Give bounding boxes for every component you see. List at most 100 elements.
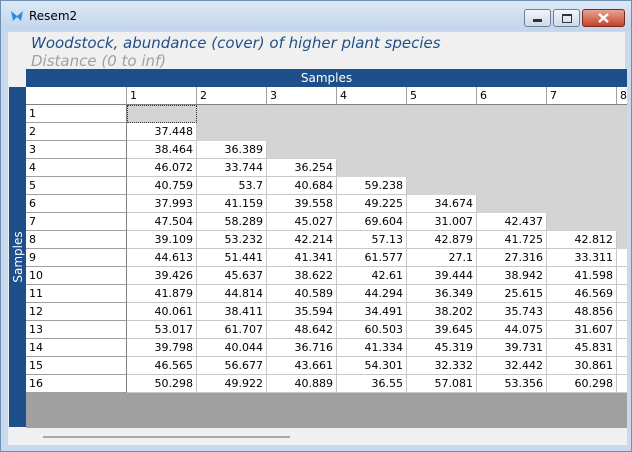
cell: 31.607 — [547, 321, 617, 339]
row-header: 2 — [26, 123, 127, 141]
cell: 36.55 — [337, 375, 407, 393]
row-header: 7 — [26, 213, 127, 231]
cell: 35.594 — [267, 303, 337, 321]
scroll-thumb[interactable] — [43, 436, 290, 438]
cell: 48.856 — [547, 303, 617, 321]
cell: 39.444 — [407, 267, 477, 285]
empty-cell — [407, 105, 477, 123]
cell: 36.716 — [267, 339, 337, 357]
empty-cell — [337, 123, 407, 141]
horizontal-scrollbar[interactable] — [26, 428, 627, 445]
cell: 33.311 — [547, 249, 617, 267]
header-title: Woodstock, abundance (cover) of higher p… — [31, 34, 441, 52]
cell: 45.637 — [197, 267, 267, 285]
cell: 45.831 — [547, 339, 617, 357]
cell: 39.798 — [127, 339, 197, 357]
row-header: 13 — [26, 321, 127, 339]
column-header: 6 — [477, 87, 547, 105]
diagonal-cell — [617, 231, 627, 249]
cell — [617, 375, 627, 393]
column-header: 8 — [617, 87, 627, 105]
empty-cell — [477, 105, 547, 123]
empty-cell — [477, 141, 547, 159]
cell: 34.674 — [407, 195, 477, 213]
cell: 60.298 — [547, 375, 617, 393]
empty-cell — [267, 105, 337, 123]
cell: 44.814 — [197, 285, 267, 303]
cell: 45.027 — [267, 213, 337, 231]
empty-cell — [547, 177, 617, 195]
cell: 61.707 — [197, 321, 267, 339]
cell: 31.007 — [407, 213, 477, 231]
cell: 25.615 — [477, 285, 547, 303]
cell: 57.13 — [337, 231, 407, 249]
empty-cell — [337, 141, 407, 159]
cell: 44.075 — [477, 321, 547, 339]
cell: 30.861 — [547, 357, 617, 375]
row-header: 1 — [26, 105, 127, 123]
row-header: 12 — [26, 303, 127, 321]
cell — [617, 249, 627, 267]
cell: 49.225 — [337, 195, 407, 213]
empty-cell — [547, 123, 617, 141]
cell: 39.645 — [407, 321, 477, 339]
row-header: 8 — [26, 231, 127, 249]
cell: 38.622 — [267, 267, 337, 285]
cell: 38.202 — [407, 303, 477, 321]
empty-cell — [617, 213, 627, 231]
cell: 32.442 — [477, 357, 547, 375]
cell: 40.889 — [267, 375, 337, 393]
empty-cell — [617, 195, 627, 213]
diagonal-cell — [337, 159, 407, 177]
empty-cell — [617, 159, 627, 177]
cell: 51.441 — [197, 249, 267, 267]
cell: 36.349 — [407, 285, 477, 303]
empty-cell — [477, 123, 547, 141]
empty-cell — [197, 105, 267, 123]
cell: 39.109 — [127, 231, 197, 249]
minimize-button[interactable] — [524, 9, 551, 27]
empty-cell — [547, 105, 617, 123]
cell — [617, 267, 627, 285]
row-header: 4 — [26, 159, 127, 177]
maximize-button[interactable] — [553, 9, 580, 27]
cell: 44.294 — [337, 285, 407, 303]
cell: 42.437 — [477, 213, 547, 231]
diagonal-cell — [127, 105, 197, 123]
column-group-label: Samples — [26, 69, 627, 87]
row-group-band: Samples — [9, 87, 26, 427]
row-group-label: Samples — [11, 231, 25, 282]
cell: 39.731 — [477, 339, 547, 357]
cell: 42.61 — [337, 267, 407, 285]
cell: 37.993 — [127, 195, 197, 213]
cell: 57.081 — [407, 375, 477, 393]
title-bar: Resem2 — [1, 1, 631, 31]
cell: 41.334 — [337, 339, 407, 357]
distance-table: 123456781237.448338.46436.389446.07233.7… — [26, 87, 627, 428]
cell: 61.577 — [337, 249, 407, 267]
cell — [617, 303, 627, 321]
cell: 27.1 — [407, 249, 477, 267]
cell: 50.298 — [127, 375, 197, 393]
empty-cell — [617, 177, 627, 195]
cell: 41.341 — [267, 249, 337, 267]
close-button[interactable] — [582, 9, 625, 27]
cell: 41.159 — [197, 195, 267, 213]
column-header: 7 — [547, 87, 617, 105]
cell: 41.598 — [547, 267, 617, 285]
empty-cell — [477, 177, 547, 195]
cell: 40.589 — [267, 285, 337, 303]
empty-cell — [617, 123, 627, 141]
client-area: Woodstock, abundance (cover) of higher p… — [8, 32, 625, 445]
cell: 37.448 — [127, 123, 197, 141]
diagonal-cell — [407, 177, 477, 195]
cell: 40.044 — [197, 339, 267, 357]
cell: 43.661 — [267, 357, 337, 375]
cell: 42.812 — [547, 231, 617, 249]
cell: 53.232 — [197, 231, 267, 249]
cell: 46.565 — [127, 357, 197, 375]
empty-cell — [407, 123, 477, 141]
diagonal-cell — [547, 213, 617, 231]
row-header: 15 — [26, 357, 127, 375]
row-header: 16 — [26, 375, 127, 393]
